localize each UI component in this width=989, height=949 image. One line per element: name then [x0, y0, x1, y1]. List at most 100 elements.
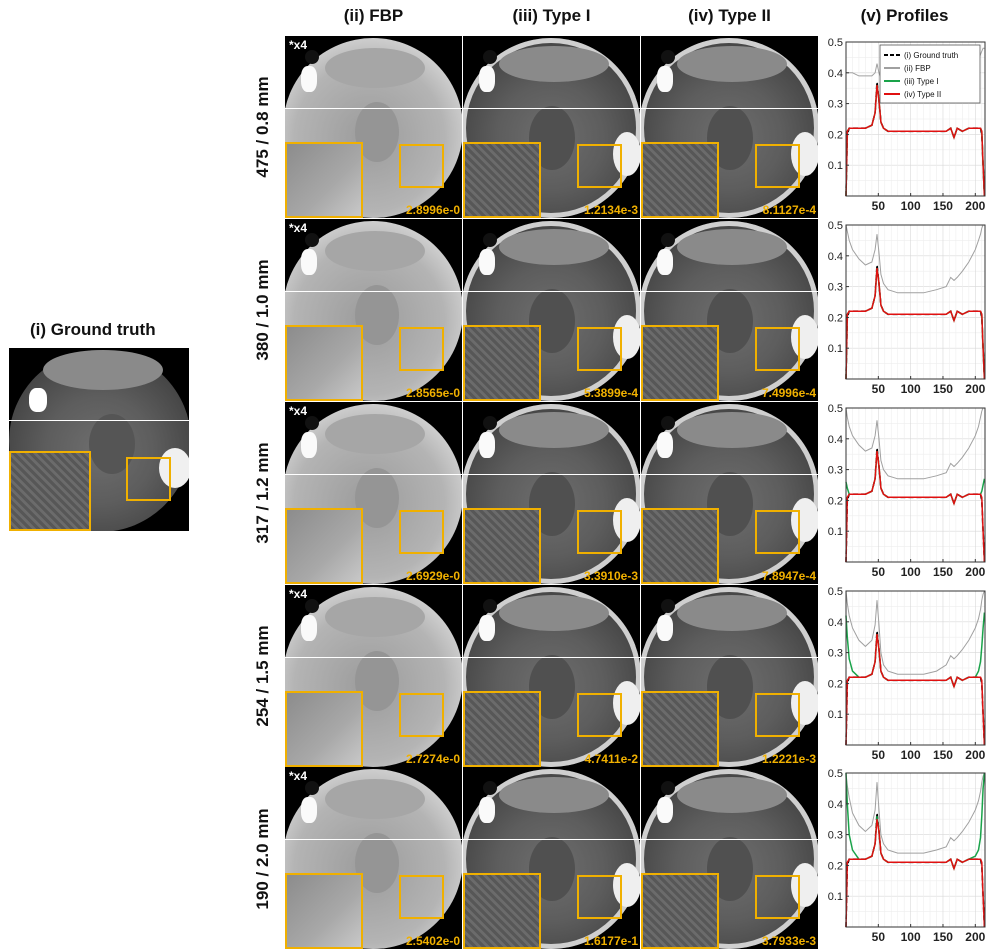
error-value: 8.1127e-4 — [762, 203, 816, 217]
roi-box — [577, 144, 622, 188]
zoom-inset — [463, 142, 541, 218]
type1-image-row-5: 1.6177e-1 — [463, 767, 640, 949]
type2-image-row-2: 7.4996e-4 — [641, 219, 818, 401]
axes-frame — [845, 407, 986, 563]
series-line — [845, 268, 986, 380]
series-line — [845, 451, 986, 563]
roi-box — [755, 693, 800, 737]
zoom-inset — [641, 142, 719, 218]
zoom-inset — [463, 873, 541, 949]
row-label-4: 254 / 1.5 mm — [253, 625, 272, 727]
fbp-image-row-3: *x4 2.6929e-0 — [285, 402, 462, 584]
legend-entry: (iv) Type II — [904, 90, 941, 99]
type2-image-row-1: 8.1127e-4 — [641, 36, 818, 218]
roi-box — [755, 510, 800, 554]
ground-truth-image — [9, 348, 189, 531]
y-tick-label: 0.3 — [828, 99, 843, 111]
y-tick-label: 0.5 — [828, 586, 843, 598]
x-tick-label: 100 — [901, 199, 921, 213]
x-tick-label: 50 — [872, 930, 886, 944]
fbp-image-row-5: *x4 2.5402e-0 — [285, 767, 462, 949]
x-tick-label: 200 — [965, 199, 985, 213]
y-tick-label: 0.3 — [828, 465, 843, 477]
x-tick-label: 50 — [872, 199, 886, 213]
roi-box — [399, 693, 444, 737]
legend-entry: (i) Ground truth — [904, 51, 958, 60]
error-value: 4.7411e-2 — [584, 752, 638, 766]
roi-box — [399, 327, 444, 371]
error-value: 7.4996e-4 — [761, 386, 816, 400]
type2-image-row-3: 7.8947e-4 — [641, 402, 818, 584]
x-tick-label: 50 — [872, 382, 886, 396]
ground-truth-title: (i) Ground truth — [30, 320, 156, 339]
error-value: 7.8947e-4 — [761, 569, 816, 583]
error-value: 2.8565e-0 — [405, 386, 460, 400]
y-tick-label: 0.4 — [828, 251, 843, 263]
profile-plot-1: 0.1 0.2 0.3 0.4 0.5 50 100 150 200 (i) Ground tru… — [828, 37, 986, 213]
type1-image-row-3: 3.3910e-3 — [463, 402, 640, 584]
y-tick-label: 0.3 — [828, 282, 843, 294]
x-tick-label: 50 — [872, 565, 886, 579]
x-tick-label: 100 — [901, 382, 921, 396]
column-title-type2: (iv) Type II — [688, 6, 771, 25]
x-tick-label: 150 — [933, 565, 953, 579]
y-tick-label: 0.1 — [828, 343, 843, 355]
roi-box — [755, 144, 800, 188]
y-tick-label: 0.5 — [828, 220, 843, 232]
zoom-inset — [641, 873, 719, 949]
zoom-inset — [285, 873, 363, 949]
profile-plot-3: 0.1 0.2 0.3 0.4 0.5 50 100 150 200 — [828, 403, 986, 579]
error-value: 1.6177e-1 — [583, 934, 638, 948]
y-tick-label: 0.4 — [828, 434, 843, 446]
y-tick-label: 0.1 — [828, 709, 843, 721]
y-tick-label: 0.2 — [828, 678, 843, 690]
error-value: 3.3910e-3 — [583, 569, 638, 583]
magnification-label: *x4 — [289, 769, 308, 783]
y-tick-label: 0.1 — [828, 526, 843, 538]
zoom-inset — [285, 142, 363, 218]
y-tick-label: 0.4 — [828, 617, 843, 629]
x-tick-label: 100 — [901, 565, 921, 579]
y-tick-label: 0.5 — [828, 403, 843, 415]
zoom-inset — [285, 325, 363, 401]
type2-image-row-5: 3.7933e-3 — [641, 767, 818, 949]
zoom-inset — [463, 691, 541, 767]
column-title-type1: (iii) Type I — [512, 6, 591, 25]
axes-frame — [845, 41, 986, 197]
error-value: 3.7933e-3 — [761, 934, 816, 948]
zoom-inset — [641, 325, 719, 401]
roi-box — [755, 327, 800, 371]
y-tick-label: 0.4 — [828, 799, 843, 811]
zoom-inset — [641, 508, 719, 584]
zoom-inset — [463, 325, 541, 401]
profile-plot-2: 0.1 0.2 0.3 0.4 0.5 50 100 150 200 — [828, 220, 986, 396]
roi-box — [755, 875, 800, 919]
row-label-5: 190 / 2.0 mm — [253, 808, 272, 910]
roi-box — [577, 510, 622, 554]
series-line — [845, 85, 986, 197]
profile-plot-5: 0.1 0.2 0.3 0.4 0.5 50 100 150 200 — [828, 768, 986, 944]
error-value: 1.2134e-3 — [583, 203, 638, 217]
zoom-inset — [285, 691, 363, 767]
x-tick-label: 100 — [901, 930, 921, 944]
magnification-label: *x4 — [289, 221, 308, 235]
error-value: 2.7274e-0 — [405, 752, 460, 766]
x-tick-label: 50 — [872, 748, 886, 762]
y-tick-label: 0.5 — [828, 768, 843, 780]
axes-frame — [845, 224, 986, 380]
zoom-inset — [463, 508, 541, 584]
y-tick-label: 0.4 — [828, 68, 843, 80]
series-line — [845, 590, 985, 675]
x-tick-label: 150 — [933, 930, 953, 944]
legend-entry: (iii) Type I — [904, 77, 939, 86]
type1-image-row-1: 1.2134e-3 — [463, 36, 640, 218]
error-value: 2.5402e-0 — [405, 934, 460, 948]
row-label-2: 380 / 1.0 mm — [253, 259, 272, 361]
x-tick-label: 200 — [965, 930, 985, 944]
roi-box — [399, 875, 444, 919]
y-tick-label: 0.5 — [828, 37, 843, 49]
magnification-label: *x4 — [289, 404, 308, 418]
y-tick-label: 0.3 — [828, 830, 843, 842]
roi-box — [577, 693, 622, 737]
error-value: 5.3899e-4 — [583, 386, 638, 400]
